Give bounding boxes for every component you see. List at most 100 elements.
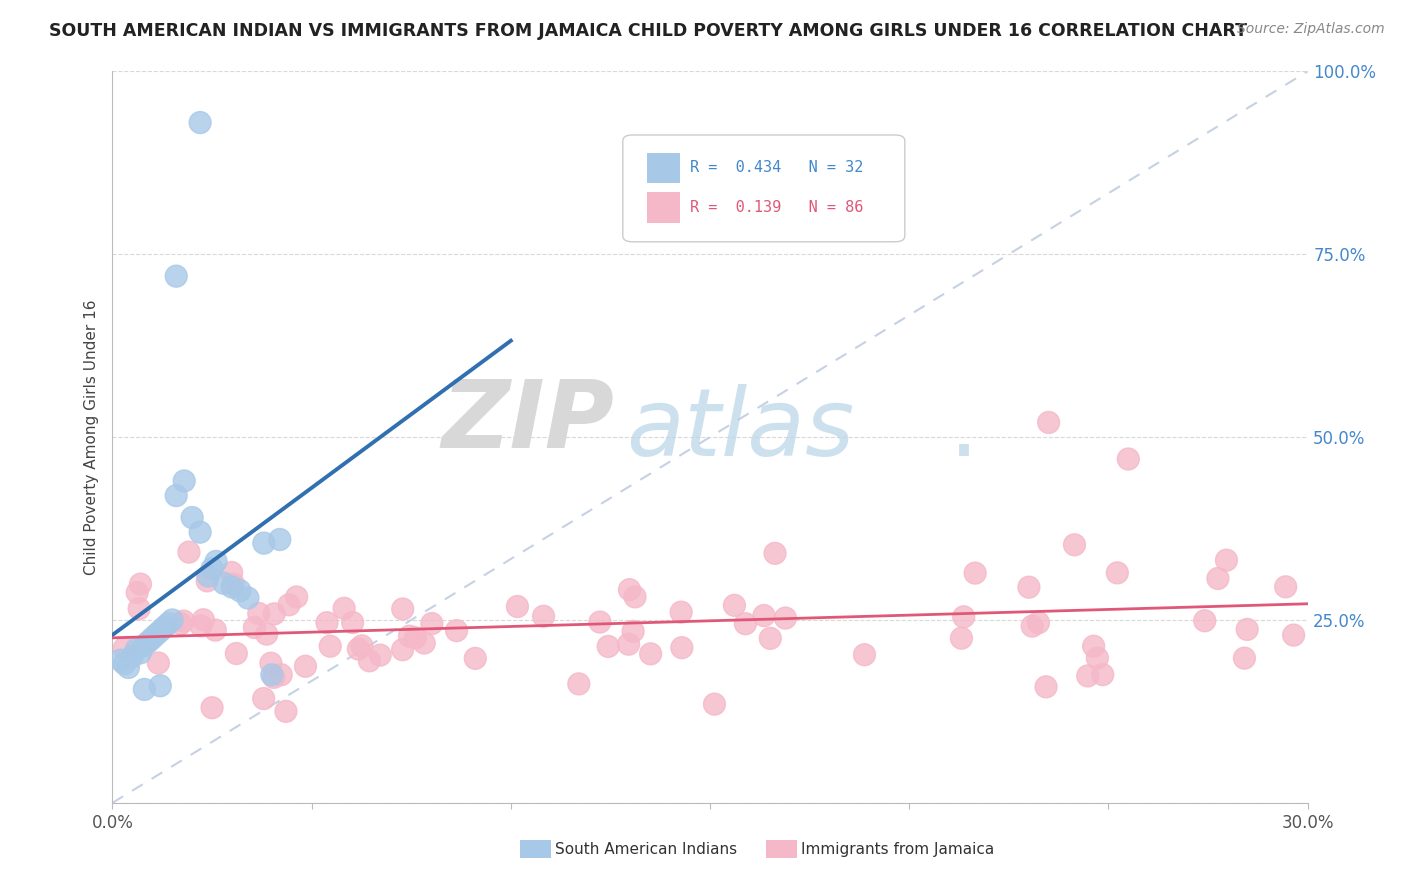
Ellipse shape: [724, 594, 745, 616]
Ellipse shape: [342, 612, 364, 633]
Ellipse shape: [853, 644, 876, 665]
Ellipse shape: [263, 666, 285, 689]
Ellipse shape: [166, 484, 187, 507]
Ellipse shape: [190, 521, 211, 543]
Ellipse shape: [347, 638, 370, 660]
Ellipse shape: [201, 697, 224, 719]
Ellipse shape: [398, 625, 420, 648]
Ellipse shape: [619, 579, 641, 600]
Y-axis label: Child Poverty Among Girls Under 16: Child Poverty Among Girls Under 16: [84, 300, 100, 574]
Ellipse shape: [153, 616, 176, 639]
Ellipse shape: [1038, 411, 1060, 434]
Ellipse shape: [229, 580, 250, 602]
Ellipse shape: [197, 566, 219, 587]
Bar: [647, 192, 681, 223]
Ellipse shape: [1275, 576, 1296, 598]
Ellipse shape: [181, 507, 202, 528]
Text: SOUTH AMERICAN INDIAN VS IMMIGRANTS FROM JAMAICA CHILD POVERTY AMONG GIRLS UNDER: SOUTH AMERICAN INDIAN VS IMMIGRANTS FROM…: [49, 22, 1247, 40]
Ellipse shape: [703, 693, 725, 715]
Ellipse shape: [121, 646, 143, 667]
Ellipse shape: [754, 605, 775, 626]
Ellipse shape: [352, 635, 373, 657]
Ellipse shape: [221, 576, 243, 598]
Ellipse shape: [1092, 664, 1114, 686]
Text: .: .: [949, 384, 979, 475]
Ellipse shape: [110, 649, 131, 671]
Ellipse shape: [173, 610, 194, 632]
Ellipse shape: [179, 541, 200, 563]
Ellipse shape: [506, 596, 529, 617]
Ellipse shape: [129, 642, 152, 664]
Ellipse shape: [214, 573, 235, 594]
Ellipse shape: [193, 609, 214, 631]
Ellipse shape: [359, 650, 381, 672]
Ellipse shape: [589, 611, 610, 633]
Text: Immigrants from Jamaica: Immigrants from Jamaica: [801, 842, 994, 856]
Ellipse shape: [157, 613, 179, 634]
Ellipse shape: [953, 606, 974, 628]
Ellipse shape: [1018, 576, 1040, 599]
Ellipse shape: [170, 613, 191, 635]
Ellipse shape: [260, 652, 281, 674]
Ellipse shape: [149, 620, 172, 642]
Ellipse shape: [316, 612, 337, 633]
Ellipse shape: [405, 627, 426, 648]
Ellipse shape: [392, 598, 413, 620]
Ellipse shape: [270, 664, 292, 686]
Ellipse shape: [568, 673, 589, 695]
Ellipse shape: [190, 615, 212, 637]
Ellipse shape: [142, 627, 163, 649]
Ellipse shape: [1028, 612, 1049, 633]
Ellipse shape: [225, 642, 247, 665]
Ellipse shape: [671, 637, 693, 658]
Text: South American Indians: South American Indians: [555, 842, 738, 856]
Ellipse shape: [775, 607, 796, 629]
Ellipse shape: [118, 657, 139, 679]
Ellipse shape: [253, 688, 274, 709]
Ellipse shape: [413, 632, 436, 654]
Ellipse shape: [263, 603, 285, 624]
Ellipse shape: [319, 635, 342, 657]
Ellipse shape: [533, 606, 554, 627]
Ellipse shape: [221, 562, 243, 583]
Ellipse shape: [276, 700, 297, 723]
Ellipse shape: [1107, 562, 1128, 584]
Ellipse shape: [1021, 615, 1043, 637]
Ellipse shape: [166, 265, 187, 287]
Ellipse shape: [238, 587, 259, 609]
Ellipse shape: [333, 598, 356, 619]
Ellipse shape: [205, 550, 226, 573]
Ellipse shape: [965, 562, 986, 584]
Ellipse shape: [256, 624, 277, 645]
Text: Source: ZipAtlas.com: Source: ZipAtlas.com: [1237, 22, 1385, 37]
Ellipse shape: [253, 533, 274, 554]
Ellipse shape: [262, 664, 283, 686]
Ellipse shape: [617, 633, 640, 655]
Ellipse shape: [149, 675, 172, 697]
Ellipse shape: [127, 582, 148, 604]
Ellipse shape: [624, 586, 645, 607]
Ellipse shape: [204, 619, 226, 641]
Ellipse shape: [243, 616, 266, 639]
Bar: [647, 153, 681, 183]
Ellipse shape: [420, 613, 443, 634]
Ellipse shape: [128, 598, 150, 620]
Text: ZIP: ZIP: [441, 376, 614, 468]
Ellipse shape: [197, 570, 218, 592]
Ellipse shape: [138, 631, 159, 653]
Ellipse shape: [162, 609, 183, 631]
Ellipse shape: [1206, 567, 1229, 590]
Ellipse shape: [950, 627, 973, 649]
Ellipse shape: [285, 586, 308, 608]
Ellipse shape: [1236, 618, 1258, 640]
Ellipse shape: [759, 627, 782, 649]
Ellipse shape: [464, 648, 486, 669]
Ellipse shape: [294, 656, 316, 677]
Ellipse shape: [148, 652, 169, 674]
Ellipse shape: [114, 637, 135, 659]
Ellipse shape: [125, 639, 148, 660]
Ellipse shape: [446, 620, 468, 641]
Ellipse shape: [222, 574, 245, 595]
Ellipse shape: [1118, 448, 1139, 470]
Ellipse shape: [734, 613, 756, 635]
